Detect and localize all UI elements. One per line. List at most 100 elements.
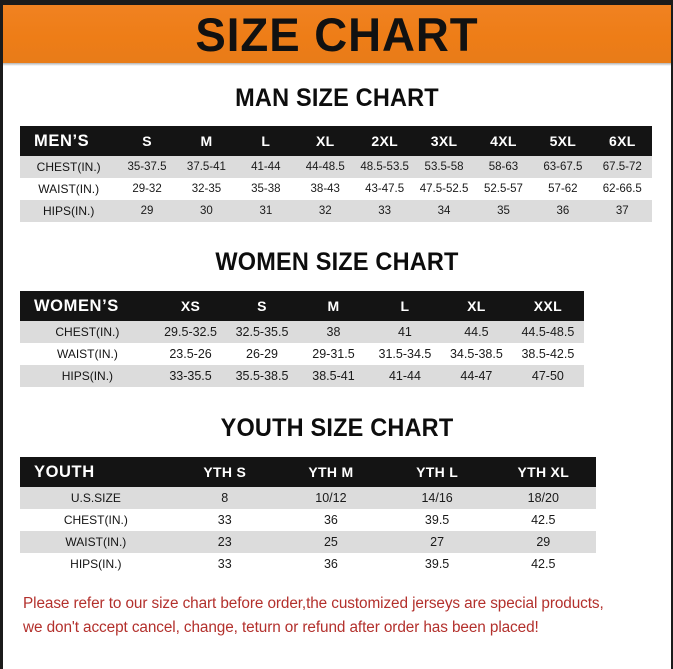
footer-line-1: Please refer to our size chart before or… (23, 595, 604, 612)
women-size-header: XS (180, 298, 201, 314)
man-size-table: MEN’S S M L XL 2XL 3XL 4XL 5XL 6XL CHEST… (20, 126, 652, 222)
table-row: HIPS(IN.) 33 36 39.5 42.5 (20, 553, 652, 575)
cell: 43-47.5 (365, 183, 405, 195)
cell: 34 (437, 205, 451, 217)
women-size-header: S (257, 298, 267, 314)
cell: 35.5-38.5 (235, 369, 289, 383)
cell: 33-35.5 (169, 369, 212, 383)
man-size-header: XL (316, 133, 335, 149)
women-size-table: WOMEN’S XS S M L XL XXL CHEST(IN.) 29.5-… (20, 291, 652, 387)
row-label: HIPS(IN.) (42, 204, 95, 218)
cell: 44.5-48.5 (521, 325, 575, 339)
youth-table-wrap: YOUTH YTH S YTH M YTH L YTH XL U.S.SIZE … (3, 457, 671, 575)
row-label: CHEST(IN.) (36, 160, 101, 174)
youth-size-header: YTH XL (517, 464, 570, 480)
man-corner-label: MEN’S (34, 131, 90, 150)
table-row: CHEST(IN.) 35-37.5 37.5-41 41-44 44-48.5… (20, 156, 652, 178)
cell: 34.5-38.5 (449, 347, 503, 361)
man-size-header: 5XL (549, 133, 577, 149)
man-size-header: 3XL (430, 133, 458, 149)
row-spacer (596, 487, 652, 509)
cell: 33 (217, 557, 232, 571)
footer-disclaimer: Please refer to our size chart before or… (3, 592, 671, 640)
row-spacer (583, 321, 652, 343)
cell: 37.5-41 (186, 161, 226, 173)
cell: 33 (217, 513, 232, 527)
cell: 47-50 (531, 369, 564, 383)
table-row: CHEST(IN.) 33 36 39.5 42.5 (20, 509, 652, 531)
cell: 41-44 (388, 369, 421, 383)
cell: 39.5 (424, 557, 450, 571)
youth-size-header: YTH L (416, 464, 459, 480)
cell: 8 (221, 491, 229, 505)
women-size-header: L (400, 298, 410, 314)
banner-title: SIZE CHART (195, 7, 479, 61)
row-spacer (583, 343, 652, 365)
cell: 36 (556, 205, 570, 217)
women-size-header: M (327, 298, 340, 314)
cell: 29 (536, 535, 551, 549)
cell: 38-43 (310, 183, 340, 195)
cell: 36 (323, 513, 338, 527)
man-size-header: L (261, 133, 271, 149)
row-label: CHEST(IN.) (63, 513, 128, 527)
women-header-row: WOMEN’S XS S M L XL XXL (20, 291, 652, 321)
man-table-body: CHEST(IN.) 35-37.5 37.5-41 41-44 44-48.5… (20, 156, 652, 222)
man-size-header: M (200, 133, 213, 149)
youth-size-header: YTH M (308, 464, 354, 480)
cell: 18/20 (527, 491, 559, 505)
cell: 31.5-34.5 (378, 347, 432, 361)
youth-size-table: YOUTH YTH S YTH M YTH L YTH XL U.S.SIZE … (20, 457, 652, 575)
row-label: WAIST(IN.) (38, 182, 100, 196)
cell: 57-62 (548, 183, 578, 195)
man-size-header: 4XL (490, 133, 517, 149)
row-spacer (596, 509, 652, 531)
women-corner-label: WOMEN’S (34, 296, 119, 315)
cell: 30 (200, 205, 213, 217)
cell: 41 (397, 325, 412, 339)
women-table-head: WOMEN’S XS S M L XL XXL (20, 291, 652, 321)
cell: 25 (323, 535, 338, 549)
women-size-header: XXL (533, 298, 562, 314)
cell: 35-38 (251, 183, 281, 195)
women-table-body: CHEST(IN.) 29.5-32.5 32.5-35.5 38 41 44.… (20, 321, 652, 387)
table-row: WAIST(IN.) 23 25 27 29 (20, 531, 652, 553)
row-label: U.S.SIZE (70, 491, 121, 505)
cell: 32-35 (191, 183, 222, 195)
cell: 39.5 (424, 513, 450, 527)
cell: 53.5-58 (424, 161, 464, 173)
top-rule (3, 0, 671, 5)
cell: 35-37.5 (127, 161, 167, 173)
man-size-header: S (142, 133, 152, 149)
cell: 10/12 (315, 491, 347, 505)
youth-header-row: YOUTH YTH S YTH M YTH L YTH XL (20, 457, 652, 487)
table-row: WAIST(IN.) 23.5-26 26-29 29-31.5 31.5-34… (20, 343, 652, 365)
row-label: HIPS(IN.) (70, 557, 122, 571)
cell: 41-44 (251, 161, 281, 173)
footer-line-2: we don't accept cancel, change, teturn o… (23, 619, 539, 636)
youth-corner-label: YOUTH (34, 462, 95, 481)
man-table-head: MEN’S S M L XL 2XL 3XL 4XL 5XL 6XL (20, 126, 652, 156)
youth-section-title: YOUTH SIZE CHART (220, 414, 454, 442)
man-header-row: MEN’S S M L XL 2XL 3XL 4XL 5XL 6XL (20, 126, 652, 156)
cell: 37 (615, 205, 629, 217)
cell: 42.5 (531, 513, 556, 527)
cell: 44.5 (464, 325, 489, 339)
man-size-header: 2XL (371, 133, 398, 149)
row-spacer (596, 531, 652, 553)
table-row: HIPS(IN.) 33-35.5 35.5-38.5 38.5-41 41-4… (20, 365, 652, 387)
row-spacer (583, 365, 652, 387)
women-size-header: XL (467, 298, 486, 314)
cell: 26-29 (246, 347, 278, 361)
row-label: HIPS(IN.) (61, 369, 114, 383)
cell: 27 (430, 535, 445, 549)
cell: 67.5-72 (602, 161, 642, 173)
cell: 38.5-42.5 (521, 347, 575, 361)
page-banner: SIZE CHART (3, 5, 671, 63)
cell: 29 (140, 205, 154, 217)
cell: 36 (323, 557, 338, 571)
youth-header-spacer (596, 457, 652, 487)
cell: 32.5-35.5 (235, 325, 289, 339)
youth-size-header: YTH S (203, 464, 247, 480)
cell: 38 (326, 325, 341, 339)
